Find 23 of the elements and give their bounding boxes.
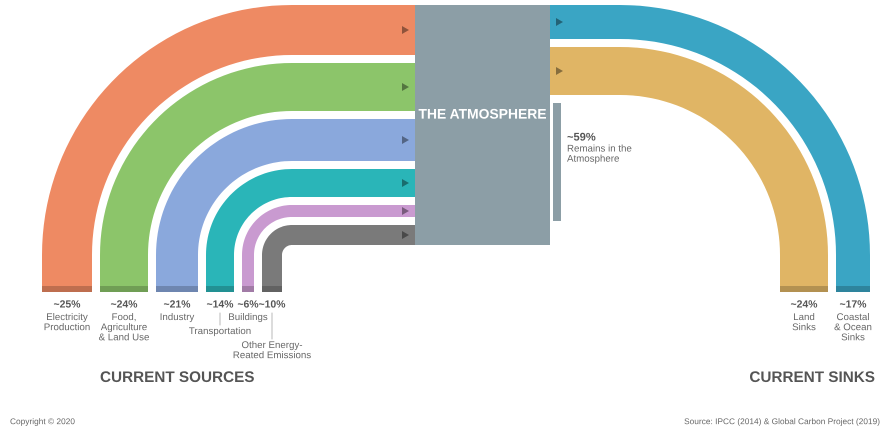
category-label: Buildings (229, 313, 268, 322)
data-label: ~25% (54, 300, 80, 308)
data-label: ~59% (567, 132, 596, 141)
category-label: Food, Agriculture & Land Use (98, 313, 149, 340)
text: CURRENT SINKS (750, 371, 874, 382)
category-label: Electricity Production (44, 313, 90, 330)
data-label: ~24% (790, 300, 818, 308)
category-label: Industry (160, 313, 194, 322)
text: CURRENT SOURCES (100, 371, 254, 382)
category-label: Other Energy- Reated Emissions (234, 341, 311, 358)
data-label: ~21% (164, 300, 190, 308)
data-label: ~14% (206, 300, 234, 308)
data-label: ~6% (238, 300, 258, 308)
data-label: ~10% (258, 300, 286, 308)
category-label: Transportation (189, 327, 251, 336)
category-label: Land Sinks (792, 313, 816, 330)
category-label: Coastal & Ocean Sinks (834, 313, 872, 340)
data-label: ~17% (840, 300, 866, 308)
data-label: ~24% (110, 300, 138, 308)
text: THE ATMOSPHERE (418, 108, 546, 119)
source-note: Source: IPCC (2014) & Global Carbon Project (2019) (684, 418, 880, 426)
text: Copyright © 2020 (10, 418, 75, 426)
category-label: Remains in the Atmosphere (567, 144, 632, 164)
